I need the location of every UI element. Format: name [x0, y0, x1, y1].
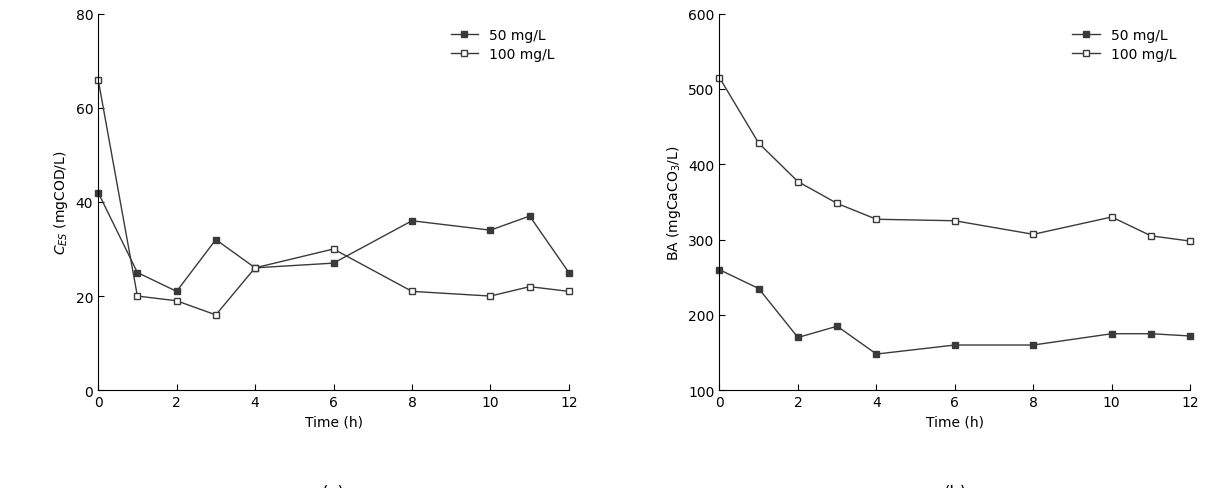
Legend: 50 mg/L, 100 mg/L: 50 mg/L, 100 mg/L [444, 21, 562, 69]
50 mg/L [1104, 331, 1119, 337]
Line: 50 mg/L: 50 mg/L [717, 266, 1194, 358]
100 mg/L [209, 312, 223, 318]
50 mg/L [869, 351, 883, 357]
50 mg/L [248, 265, 263, 271]
Text: (b): (b) [944, 484, 967, 488]
100 mg/L [91, 78, 106, 83]
100 mg/L [869, 217, 883, 223]
Line: 100 mg/L: 100 mg/L [717, 75, 1194, 245]
100 mg/L [169, 298, 184, 304]
50 mg/L [947, 343, 962, 348]
100 mg/L [483, 294, 498, 300]
100 mg/L [1104, 215, 1119, 221]
X-axis label: Time (h): Time (h) [304, 415, 362, 429]
50 mg/L [483, 228, 498, 234]
100 mg/L [562, 289, 577, 295]
50 mg/L [523, 214, 537, 220]
Y-axis label: $C_{ES}$ (mgCOD/L): $C_{ES}$ (mgCOD/L) [52, 150, 70, 255]
50 mg/L [405, 219, 420, 224]
50 mg/L [91, 190, 106, 196]
100 mg/L [405, 289, 420, 295]
50 mg/L [1144, 331, 1158, 337]
100 mg/L [751, 141, 766, 147]
100 mg/L [326, 246, 341, 252]
50 mg/L [130, 270, 145, 276]
50 mg/L [829, 324, 844, 329]
Line: 50 mg/L: 50 mg/L [94, 190, 572, 295]
50 mg/L [169, 289, 184, 295]
100 mg/L [248, 265, 263, 271]
50 mg/L [562, 270, 577, 276]
100 mg/L [712, 76, 726, 81]
100 mg/L [1183, 239, 1198, 244]
Y-axis label: BA (mgCaCO$_3$/L): BA (mgCaCO$_3$/L) [665, 145, 682, 260]
X-axis label: Time (h): Time (h) [926, 415, 984, 429]
50 mg/L [326, 261, 341, 266]
50 mg/L [209, 237, 223, 243]
Legend: 50 mg/L, 100 mg/L: 50 mg/L, 100 mg/L [1065, 21, 1183, 69]
50 mg/L [790, 335, 805, 341]
100 mg/L [523, 284, 537, 290]
100 mg/L [1144, 233, 1158, 239]
Text: (a): (a) [321, 484, 345, 488]
100 mg/L [829, 201, 844, 207]
100 mg/L [790, 179, 805, 185]
50 mg/L [1026, 343, 1040, 348]
Line: 100 mg/L: 100 mg/L [94, 77, 572, 319]
50 mg/L [1183, 333, 1198, 339]
100 mg/L [1026, 232, 1040, 238]
100 mg/L [130, 294, 145, 300]
50 mg/L [712, 267, 726, 273]
100 mg/L [947, 219, 962, 224]
50 mg/L [751, 286, 766, 292]
